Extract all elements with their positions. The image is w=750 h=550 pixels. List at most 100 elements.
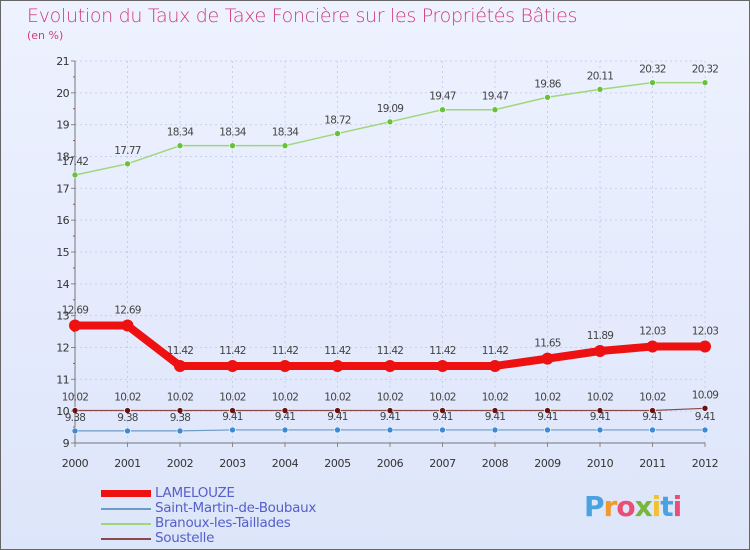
y-axis-unit: (en %) (27, 29, 64, 42)
grid-layer (74, 60, 706, 444)
logo-letter: r (603, 490, 618, 523)
data-label-saint-martin-de-boubaux: 9.38 (65, 412, 86, 424)
data-label-branoux-les-taillades: 19.47 (482, 91, 509, 103)
data-point-saint-martin-de-boubaux (229, 426, 236, 434)
data-point-lamelouze (174, 359, 186, 372)
data-label-saint-martin-de-boubaux: 9.41 (695, 411, 716, 423)
data-point-saint-martin-de-boubaux (649, 426, 656, 434)
data-label-branoux-les-taillades: 18.34 (167, 127, 195, 139)
data-point-lamelouze (541, 352, 554, 365)
data-point-lamelouze (489, 359, 501, 372)
y-tick-label: 18 (56, 151, 69, 164)
data-label-branoux-les-taillades: 19.09 (377, 103, 404, 115)
legend-swatch-branoux-les-taillades (101, 523, 151, 525)
logo-letter: i (651, 490, 662, 523)
data-point-soustelle (701, 405, 709, 412)
data-label-saint-martin-de-boubaux: 9.41 (485, 411, 506, 423)
data-point-lamelouze (699, 340, 711, 353)
y-tick-label: 16 (56, 214, 69, 227)
legend-swatch-lamelouze (101, 490, 151, 497)
data-point-branoux-les-taillades (439, 106, 446, 114)
data-label-lamelouze: 11.42 (377, 345, 404, 357)
data-label-saint-martin-de-boubaux: 9.41 (642, 411, 663, 423)
data-label-lamelouze: 11.65 (534, 338, 561, 350)
data-label-lamelouze: 11.42 (219, 345, 246, 357)
data-label-lamelouze: 11.42 (429, 345, 456, 357)
data-point-saint-martin-de-boubaux (281, 426, 289, 434)
data-point-soustelle (544, 407, 551, 414)
data-label-branoux-les-taillades: 18.34 (272, 127, 300, 139)
data-label-branoux-les-taillades: 20.32 (639, 64, 666, 76)
data-label-soustelle: 10.02 (62, 392, 89, 404)
data-label-saint-martin-de-boubaux: 9.41 (432, 411, 453, 423)
x-tick-label: 2008 (482, 457, 509, 470)
data-point-lamelouze (69, 319, 81, 332)
data-point-branoux-les-taillades (229, 142, 236, 149)
data-point-lamelouze (226, 359, 239, 372)
data-label-soustelle: 10.02 (482, 392, 509, 404)
data-label-lamelouze: 11.42 (167, 345, 194, 357)
data-label-saint-martin-de-boubaux: 9.38 (170, 412, 191, 424)
data-label-lamelouze: 12.69 (114, 305, 141, 317)
data-label-branoux-les-taillades: 18.72 (324, 115, 351, 127)
data-label-soustelle: 10.02 (587, 392, 614, 404)
data-label-soustelle: 10.09 (692, 389, 719, 401)
x-tick-label: 2012 (692, 457, 718, 470)
data-point-soustelle (596, 407, 604, 414)
x-tick-label: 2007 (429, 457, 456, 470)
x-tick-label: 2000 (62, 457, 89, 470)
data-point-saint-martin-de-boubaux (439, 426, 446, 434)
data-point-saint-martin-de-boubaux (544, 426, 551, 434)
data-point-saint-martin-de-boubaux (596, 426, 604, 434)
logo-letter: t (660, 490, 673, 523)
x-tick-label: 2004 (272, 457, 299, 470)
data-label-lamelouze: 12.69 (62, 305, 89, 317)
data-point-lamelouze (436, 359, 449, 372)
data-label-soustelle: 10.02 (324, 392, 351, 404)
data-label-soustelle: 10.02 (639, 392, 666, 404)
logo-letter: P (584, 490, 605, 523)
data-point-saint-martin-de-boubaux (71, 427, 79, 435)
data-point-branoux-les-taillades (701, 79, 709, 86)
y-tick-label: 11 (56, 373, 69, 386)
data-point-branoux-les-taillades (386, 118, 394, 126)
data-point-soustelle (71, 407, 79, 414)
data-point-lamelouze (646, 340, 659, 353)
data-label-branoux-les-taillades: 19.47 (429, 91, 456, 103)
data-point-saint-martin-de-boubaux (701, 426, 709, 434)
data-label-branoux-les-taillades: 20.11 (587, 70, 614, 82)
y-tick-label: 19 (56, 119, 69, 132)
data-point-branoux-les-taillades (71, 171, 79, 179)
data-label-soustelle: 10.02 (272, 392, 299, 404)
data-point-branoux-les-taillades (176, 142, 184, 149)
y-tick-label: 20 (56, 87, 69, 100)
y-tick-label: 14 (56, 278, 69, 291)
data-point-saint-martin-de-boubaux (386, 426, 394, 434)
data-point-branoux-les-taillades (491, 106, 499, 114)
x-tick-label: 2001 (114, 457, 140, 470)
y-tick-label: 21 (56, 55, 69, 68)
data-label-branoux-les-taillades: 17.42 (62, 156, 89, 168)
data-label-lamelouze: 11.42 (324, 345, 351, 357)
data-label-branoux-les-taillades: 19.86 (534, 78, 562, 90)
legend-swatch-saint-martin-de-boubaux (101, 508, 151, 510)
data-point-soustelle (229, 407, 236, 414)
data-point-saint-martin-de-boubaux (491, 426, 499, 434)
axis-layer: 9 10 11 12 13 14 15 16 17 18 19 20 21 2000 2001 2002 200… (56, 55, 718, 470)
data-label-soustelle: 10.02 (167, 392, 194, 404)
data-point-soustelle (281, 407, 289, 414)
data-point-soustelle (176, 407, 184, 414)
data-label-lamelouze: 11.42 (482, 345, 509, 357)
x-tick-label: 2011 (639, 457, 665, 470)
data-point-branoux-les-taillades (596, 86, 604, 93)
data-point-lamelouze (331, 359, 344, 372)
chart-title: Evolution du Taux de Taxe Foncière sur l… (27, 5, 578, 27)
data-point-branoux-les-taillades (281, 142, 289, 149)
data-label-saint-martin-de-boubaux: 9.38 (117, 412, 138, 424)
data-label-soustelle: 10.02 (534, 392, 561, 404)
x-tick-label: 2003 (219, 457, 246, 470)
data-point-lamelouze (279, 359, 291, 372)
logo-letter: x (634, 490, 653, 523)
logo-letter: o (616, 490, 635, 523)
